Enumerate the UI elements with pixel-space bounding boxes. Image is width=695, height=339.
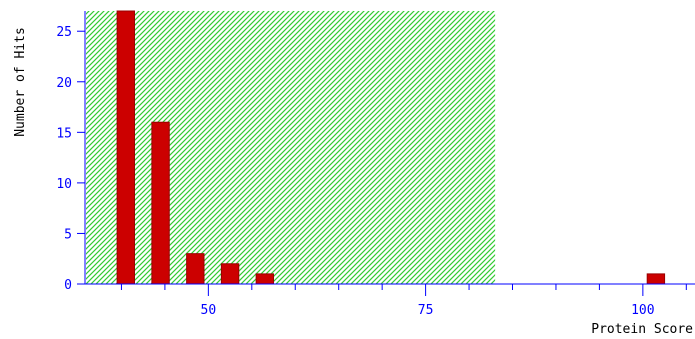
y-tick-label: 0 (64, 278, 72, 293)
histogram-bar-5 (255, 273, 275, 285)
histogram-bar-3 (186, 253, 205, 285)
significance-threshold-region (86, 11, 496, 284)
histogram-bar-2 (151, 121, 170, 285)
x-tick-label: 100 (631, 303, 654, 318)
y-tick-label: 20 (56, 76, 72, 91)
y-tick-label: 25 (56, 25, 72, 40)
y-axis-title: Number of Hits (13, 27, 28, 137)
histogram-bar-6 (646, 273, 666, 285)
x-axis-title: Protein Score (591, 322, 693, 337)
histogram-bar-4 (220, 263, 240, 285)
x-tick-label: 50 (201, 303, 217, 318)
y-tick-label: 15 (56, 126, 72, 141)
y-tick-label: 10 (56, 177, 72, 192)
x-tick-label: 75 (418, 303, 434, 318)
histogram-bar-1 (116, 10, 135, 285)
y-tick-label: 5 (64, 227, 72, 242)
